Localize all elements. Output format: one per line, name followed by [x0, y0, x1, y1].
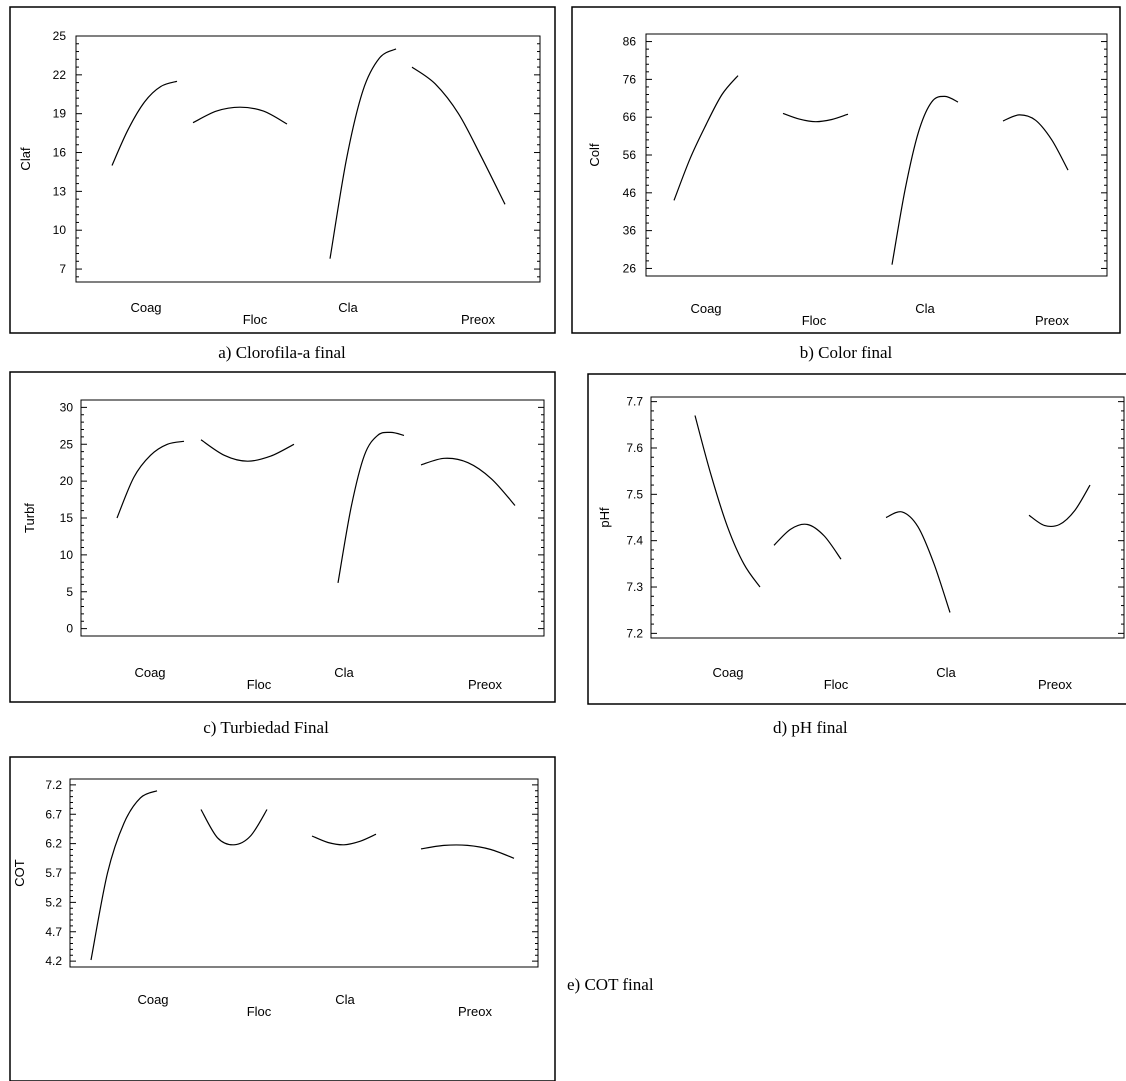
x-category-label-coag: Coag — [137, 992, 168, 1007]
y-tick-label: 4.2 — [45, 954, 62, 968]
y-tick-label: 5.2 — [45, 895, 62, 909]
chart-caption: c) Turbiedad Final — [203, 718, 329, 737]
effect-curve-coag — [116, 440, 185, 519]
effect-curve-floc — [782, 112, 849, 123]
y-tick-label: 7.2 — [45, 778, 62, 792]
x-category-label-coag: Coag — [134, 665, 165, 680]
x-category-label-preox: Preox — [1038, 677, 1072, 692]
effect-curve-coag — [111, 80, 178, 166]
y-tick-label: 6.7 — [45, 807, 62, 821]
y-tick-label: 6.2 — [45, 837, 62, 851]
y-tick-label: 22 — [53, 68, 67, 82]
effect-curve-cla — [311, 833, 377, 846]
y-tick-label: 66 — [623, 110, 637, 124]
y-tick-label: 36 — [623, 224, 637, 238]
chart-caption: b) Color final — [800, 343, 893, 362]
chart-frame — [571, 6, 1121, 334]
y-tick-label: 46 — [623, 186, 637, 200]
plot-area — [650, 396, 1125, 639]
y-tick-label: 7.5 — [626, 487, 643, 501]
effect-curve-preox — [411, 66, 506, 205]
chart-frame — [9, 6, 556, 334]
y-tick-label: 15 — [60, 511, 74, 525]
effect-curve-preox — [1028, 484, 1091, 528]
x-category-label-preox: Preox — [461, 312, 495, 327]
y-tick-label: 10 — [60, 548, 74, 562]
x-category-label-cla: Cla — [915, 301, 935, 316]
y-axis-label: COT — [12, 859, 27, 887]
x-category-label-floc: Floc — [824, 677, 849, 692]
y-axis-label: pHf — [597, 507, 612, 528]
y-tick-label: 25 — [60, 437, 74, 451]
y-tick-label: 4.7 — [45, 925, 62, 939]
y-tick-label: 7.6 — [626, 441, 643, 455]
y-tick-label: 25 — [53, 29, 67, 43]
chart-frame — [9, 371, 556, 703]
y-tick-label: 7.4 — [626, 534, 643, 548]
y-tick-label: 13 — [53, 184, 67, 198]
effect-curve-preox — [420, 457, 516, 506]
chart-frame — [587, 373, 1126, 705]
x-category-label-cla: Cla — [335, 992, 355, 1007]
y-tick-label: 10 — [53, 223, 67, 237]
chart-caption: a) Clorofila-a final — [218, 343, 346, 362]
chart-panel-d: 7.2 7.3 7.4 7.5 7.6 7.7 pHf Coag Floc Cla Preox d) … — [587, 373, 1126, 737]
effect-curve-cla — [337, 431, 405, 584]
y-tick-label: 76 — [623, 72, 637, 86]
y-tick-label: 7.3 — [626, 580, 643, 594]
y-axis-label: Colf — [587, 143, 602, 167]
x-category-label-cla: Cla — [338, 300, 358, 315]
chart-caption: d) pH final — [773, 718, 848, 737]
effect-curve-floc — [200, 439, 295, 462]
chart-panel-e: 4.2 4.7 5.2 5.7 6.2 6.7 7.2 COT Coag Floc Cla Preox… — [9, 756, 654, 1081]
y-tick-label: 7.2 — [626, 626, 643, 640]
y-tick-label: 86 — [623, 35, 637, 49]
effect-curve-floc — [773, 523, 842, 560]
x-category-label-cla: Cla — [936, 665, 956, 680]
effect-curve-preox — [420, 844, 515, 859]
x-category-label-floc: Floc — [243, 312, 268, 327]
effect-curve-cla — [891, 95, 959, 265]
x-category-label-coag: Coag — [712, 665, 743, 680]
y-tick-label: 26 — [623, 261, 637, 275]
chart-caption: e) COT final — [567, 975, 654, 994]
y-tick-label: 5 — [66, 585, 73, 599]
x-category-label-preox: Preox — [468, 677, 502, 692]
y-tick-label: 19 — [53, 107, 67, 121]
y-axis-label: Claf — [18, 147, 33, 171]
x-category-label-coag: Coag — [690, 301, 721, 316]
effect-curve-preox — [1002, 114, 1069, 171]
y-tick-label: 20 — [60, 474, 74, 488]
chart-frame — [9, 756, 556, 1081]
plot-area — [75, 35, 541, 283]
x-category-label-preox: Preox — [458, 1004, 492, 1019]
y-axis-label: Turbf — [22, 503, 37, 533]
y-tick-label: 5.7 — [45, 866, 62, 880]
x-category-label-floc: Floc — [247, 677, 272, 692]
x-category-label-floc: Floc — [247, 1004, 272, 1019]
chart-panel-c: 0 5 10 15 20 25 30 Turbf Coag Floc Cla Preox c) Turb… — [9, 371, 556, 737]
y-tick-label: 30 — [60, 400, 74, 414]
effect-curve-floc — [200, 809, 268, 846]
chart-panel-a: 7 10 13 16 19 22 25 Claf Coag Floc Cla Preox a) Clor… — [9, 6, 556, 362]
effect-curve-cla — [885, 511, 951, 613]
x-category-label-preox: Preox — [1035, 313, 1069, 328]
chart-panel-b: 26 36 46 56 66 76 86 Colf Coag Floc Cla Preox b) Col… — [571, 6, 1121, 362]
x-category-label-cla: Cla — [334, 665, 354, 680]
x-category-label-floc: Floc — [802, 313, 827, 328]
effect-curve-floc — [192, 106, 288, 125]
y-tick-label: 7.7 — [626, 395, 643, 409]
effect-curve-coag — [694, 415, 761, 588]
y-tick-label: 0 — [66, 622, 73, 636]
y-tick-label: 16 — [53, 146, 67, 160]
y-tick-label: 56 — [623, 148, 637, 162]
effect-curve-coag — [90, 790, 158, 961]
effect-curve-cla — [329, 48, 397, 259]
y-tick-label: 7 — [59, 262, 66, 276]
effect-curve-coag — [673, 75, 739, 201]
x-category-label-coag: Coag — [130, 300, 161, 315]
